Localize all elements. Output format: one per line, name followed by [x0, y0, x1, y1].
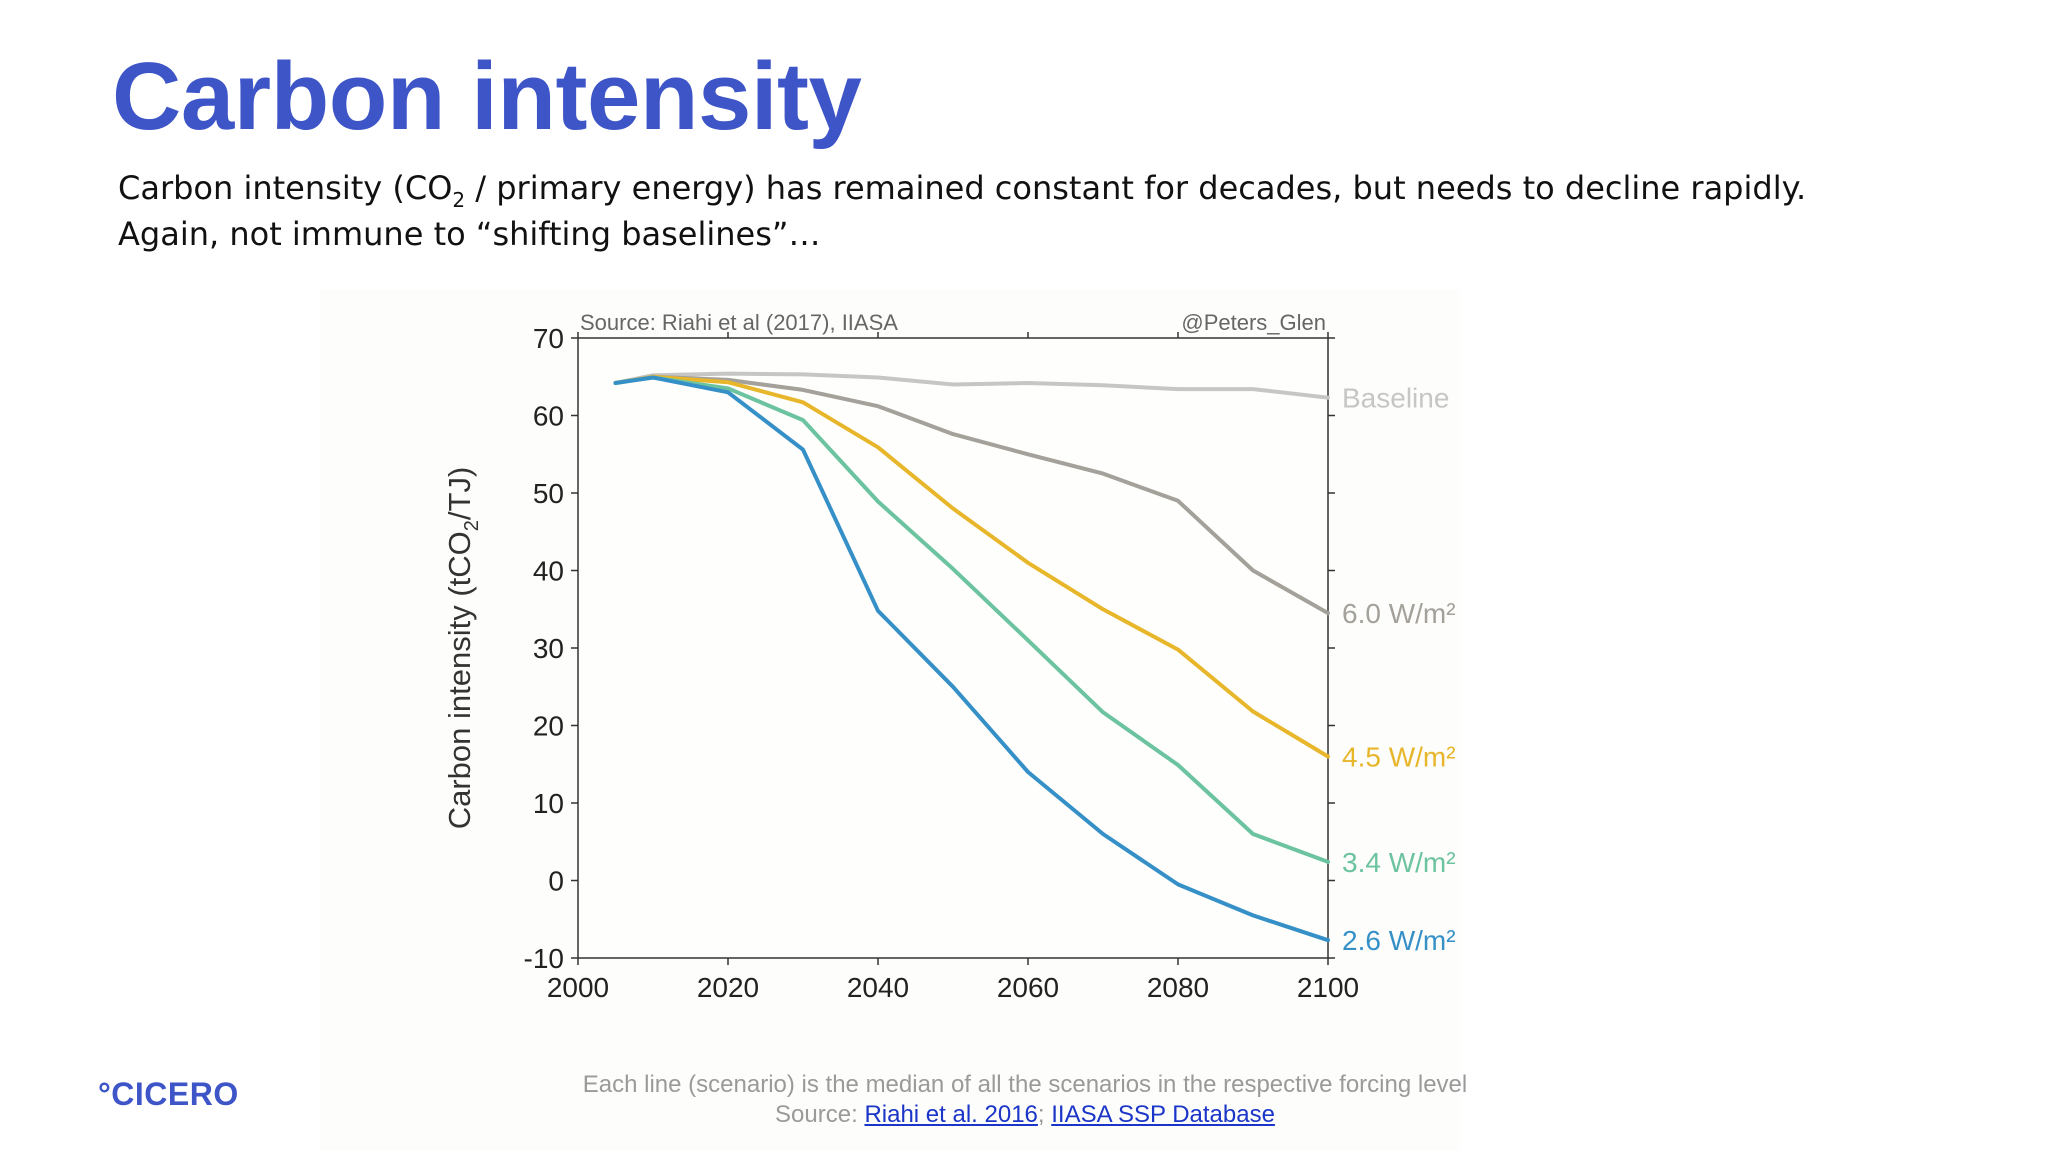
- series-label-3: 3.4 W/m²: [1342, 847, 1456, 878]
- slide-title: Carbon intensity: [112, 43, 862, 150]
- series-label-0: Baseline: [1342, 383, 1449, 414]
- x-tick-label: 2080: [1147, 972, 1209, 1003]
- chart-source-note: Source: Riahi et al (2017), IIASA: [580, 310, 898, 335]
- y-tick-label: 20: [533, 711, 564, 742]
- series-line-0: [613, 371, 1330, 400]
- y-tick-label: -10: [524, 943, 564, 974]
- source-link-iiasa-ssp[interactable]: IIASA SSP Database: [1051, 1101, 1275, 1128]
- x-tick-label: 2000: [547, 972, 609, 1003]
- y-axis-label-pre: Carbon intensity (tCO: [442, 531, 477, 829]
- slide-subtitle: Carbon intensity (CO2 / primary energy) …: [118, 165, 1806, 257]
- subtitle-line-2: Again, not immune to “shifting baselines…: [118, 215, 821, 253]
- y-tick-label: 10: [533, 788, 564, 819]
- y-tick-label: 30: [533, 633, 564, 664]
- y-tick-label: 0: [548, 866, 564, 897]
- subtitle-line-1: Carbon intensity (CO2 / primary energy) …: [118, 165, 1806, 211]
- series-label-2: 4.5 W/m²: [1342, 742, 1456, 773]
- y-tick-label: 60: [533, 401, 564, 432]
- footnote-source-label: Source:: [775, 1101, 865, 1128]
- chart-panel: 2000 2020 2040 2060 2080 2100 -10 0 10 20 30 40 50 60…: [320, 290, 1460, 1150]
- carbon-intensity-chart: 2000 2020 2040 2060 2080 2100 -10 0 10 20 30 40 50 60…: [442, 310, 1456, 1003]
- y-axis-label-sub: 2: [461, 520, 483, 531]
- footnote-description: Each line (scenario) is the median of al…: [582, 1071, 1468, 1098]
- series-label-4: 2.6 W/m²: [1342, 925, 1456, 956]
- series-label-1: 6.0 W/m²: [1342, 598, 1456, 629]
- x-tick-label: 2020: [697, 972, 759, 1003]
- series-line-2: [613, 374, 1330, 759]
- y-axis-label: Carbon intensity (tCO2/TJ): [442, 467, 483, 830]
- subtitle-line-1-pre: Carbon intensity (CO: [118, 169, 453, 207]
- y-tick-label: 70: [533, 323, 564, 354]
- y-axis-label-post: /TJ): [442, 467, 477, 520]
- plot-area: [578, 338, 1328, 958]
- series-line-4: [613, 375, 1330, 943]
- y-tick-label: 40: [533, 556, 564, 587]
- x-tick-label: 2040: [847, 972, 909, 1003]
- footnote-separator: ;: [1037, 1101, 1052, 1128]
- footnote-source: Source: Riahi et al. 2016; IIASA SSP Dat…: [460, 1101, 1590, 1129]
- series-line-3: [613, 375, 1330, 864]
- cicero-logo: °CICERO: [98, 1076, 239, 1112]
- subtitle-line-1-post: / primary energy) has remained constant …: [465, 169, 1807, 207]
- subtitle-subscript: 2: [452, 188, 466, 212]
- source-link-riahi[interactable]: Riahi et al. 2016: [864, 1101, 1038, 1128]
- x-tick-label: 2100: [1297, 972, 1359, 1003]
- x-tick-label: 2060: [997, 972, 1059, 1003]
- chart-credit: @Peters_Glen: [1181, 310, 1326, 335]
- y-tick-label: 50: [533, 478, 564, 509]
